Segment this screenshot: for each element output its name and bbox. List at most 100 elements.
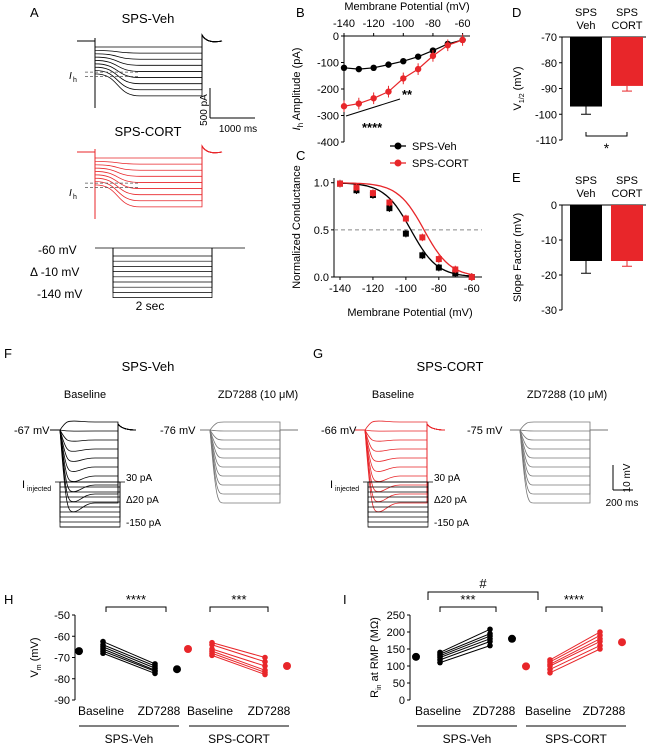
chart-h-vm: H -50 -60 -70 -80 -90 Vm (mV) Baseline ZD7288 SPS…	[4, 592, 291, 746]
x-category: Baseline	[525, 704, 571, 718]
x-tick-label: -140	[333, 18, 355, 30]
f-step-min: -150 pA	[126, 518, 161, 529]
current-trace	[77, 144, 223, 208]
scale-y-label: 500 pA	[199, 94, 210, 126]
voltage-step	[112, 248, 213, 262]
data-point	[597, 629, 603, 635]
data-point	[340, 64, 348, 72]
significance-star: *	[604, 140, 610, 156]
f-baseline-traces	[50, 420, 137, 513]
panel-a: A SPS-Veh I h 500 pA 1000 ms SPS-CORT I …	[30, 5, 257, 313]
pair-line	[102, 652, 156, 674]
data-point	[152, 670, 158, 677]
panel-a-cort-label: SPS-CORT	[115, 124, 182, 139]
significance-bracket	[545, 606, 603, 612]
group-label: SPS-CORT	[545, 732, 607, 746]
pair-line	[102, 648, 156, 671]
y-tick-label: 50	[393, 678, 405, 690]
x-category: ZD7288	[248, 704, 291, 718]
panel-g: G SPS-CORT Baseline ZD7288 (10 μM) -66 m…	[313, 346, 638, 529]
y-tick-label: -60	[54, 631, 70, 643]
data-point	[369, 190, 376, 197]
chart-c-conductance: C -140 -120 -100 -80 -60 0.0 0.5 1.0 Membrane Pot…	[291, 148, 482, 319]
cort-current-traces	[77, 144, 223, 219]
data-point	[437, 649, 443, 656]
significance-label: ***	[460, 592, 475, 607]
voltage-step	[112, 248, 213, 278]
y-tick-label: -50	[54, 610, 70, 622]
y-tick-label: -10	[541, 235, 557, 247]
data-point	[262, 663, 268, 669]
data-point	[487, 626, 493, 633]
y-axis-label: Slope Factor (mV)	[512, 213, 524, 302]
g-step-max: 30 pA	[434, 473, 460, 484]
mean-point	[173, 665, 181, 674]
voltage-trace	[355, 420, 446, 431]
g-step-min: -150 pA	[434, 518, 469, 529]
category-label: CORT	[612, 188, 643, 200]
significance-annotation: ****	[362, 120, 383, 135]
protocol-hold: -60 mV	[38, 243, 77, 257]
category-label: SPS	[616, 175, 638, 187]
panel-f-drug: ZD7288 (10 μM)	[218, 389, 298, 401]
panel-g-title: SPS-CORT	[417, 359, 484, 374]
y-tick-label: -200	[317, 84, 339, 96]
significance-label: #	[479, 576, 487, 591]
voltage-trace	[200, 429, 298, 504]
voltage-step	[112, 248, 213, 293]
panel-letter-i: I	[343, 592, 347, 607]
significance-label: ****	[126, 592, 146, 607]
voltage-trace	[510, 429, 608, 441]
voltage-step	[112, 248, 213, 288]
panel-letter-a: A	[30, 5, 39, 20]
category-label: SPS	[616, 7, 638, 19]
y-tick-label: -100	[535, 109, 557, 121]
data-point	[209, 652, 215, 659]
mean-point	[75, 647, 83, 656]
g-baseline-traces	[355, 420, 446, 513]
panel-letter-b: B	[296, 5, 305, 20]
ih-sub-veh: h	[73, 77, 77, 84]
data-point	[402, 215, 409, 222]
voltage-step	[112, 248, 213, 272]
y-tick-label: -100	[317, 58, 339, 70]
g-inj-sub: injected	[335, 486, 359, 493]
ih-label-cort: I	[69, 188, 72, 199]
current-step	[59, 482, 121, 488]
data-point	[370, 95, 377, 102]
current-trace	[77, 33, 223, 97]
voltage-trace	[50, 422, 137, 513]
data-point	[435, 256, 442, 263]
category-label: CORT	[612, 20, 643, 32]
pair-line	[211, 642, 266, 658]
scale-bar-g	[612, 465, 633, 491]
mean-point	[522, 662, 530, 671]
y-tick-label: 0	[399, 695, 405, 707]
pair-line	[439, 638, 491, 658]
pair-line	[549, 638, 601, 665]
pair-line	[439, 641, 491, 661]
voltage-step	[112, 248, 213, 257]
current-step	[367, 482, 429, 488]
x-category: ZD7288	[473, 704, 516, 718]
pair-line	[102, 650, 156, 672]
group-label: SPS-Veh	[105, 732, 154, 746]
current-trace	[77, 33, 223, 91]
data-point	[370, 64, 377, 72]
f-injection-protocol	[55, 481, 125, 528]
current-trace	[77, 144, 223, 202]
panel-g-baseline: Baseline	[372, 389, 414, 401]
protocol-step: Δ -10 mV	[30, 265, 79, 279]
pair-line	[439, 628, 491, 653]
x-tick-label: -100	[392, 18, 414, 30]
x-category: ZD7288	[138, 704, 181, 718]
data-point	[419, 252, 426, 259]
pair-line	[211, 654, 266, 675]
data-point	[337, 180, 343, 187]
y-tick-label: -80	[54, 674, 70, 686]
pair-line	[102, 641, 156, 665]
y-tick-label: 0	[333, 31, 339, 43]
voltage-trace	[510, 429, 608, 504]
data-point	[547, 657, 553, 663]
g-scale-y: 10 mV	[622, 463, 633, 492]
